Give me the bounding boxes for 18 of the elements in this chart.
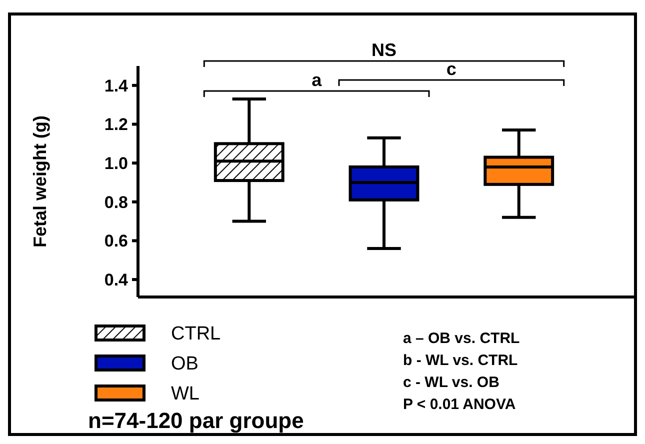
y-tick-label: 0.6 bbox=[104, 232, 128, 251]
text: b - WL vs. CTRL bbox=[403, 352, 518, 369]
annotation: a bbox=[312, 70, 323, 90]
y-tick-label: 1.2 bbox=[104, 115, 128, 134]
text: P < 0.01 ANOVA bbox=[403, 396, 516, 413]
y-tick-label: 0.8 bbox=[104, 192, 128, 212]
y-tick-label: 1.0 bbox=[104, 154, 128, 174]
legend-label: WL bbox=[171, 384, 200, 405]
text: a – OB vs. CTRL bbox=[403, 330, 520, 347]
text: c - WL vs. OB bbox=[403, 374, 500, 391]
text: NS bbox=[371, 40, 397, 60]
legend-label: CTRL bbox=[171, 324, 221, 345]
y-tick-label: 0.4 bbox=[104, 270, 129, 290]
text: n=74-120 par groupe bbox=[88, 408, 304, 433]
legend-label: OB bbox=[171, 354, 198, 375]
y-axis-title: Fetal weight (g) bbox=[30, 116, 50, 248]
y-tick-label: 1.4 bbox=[104, 76, 129, 96]
annotation: c bbox=[446, 59, 456, 79]
